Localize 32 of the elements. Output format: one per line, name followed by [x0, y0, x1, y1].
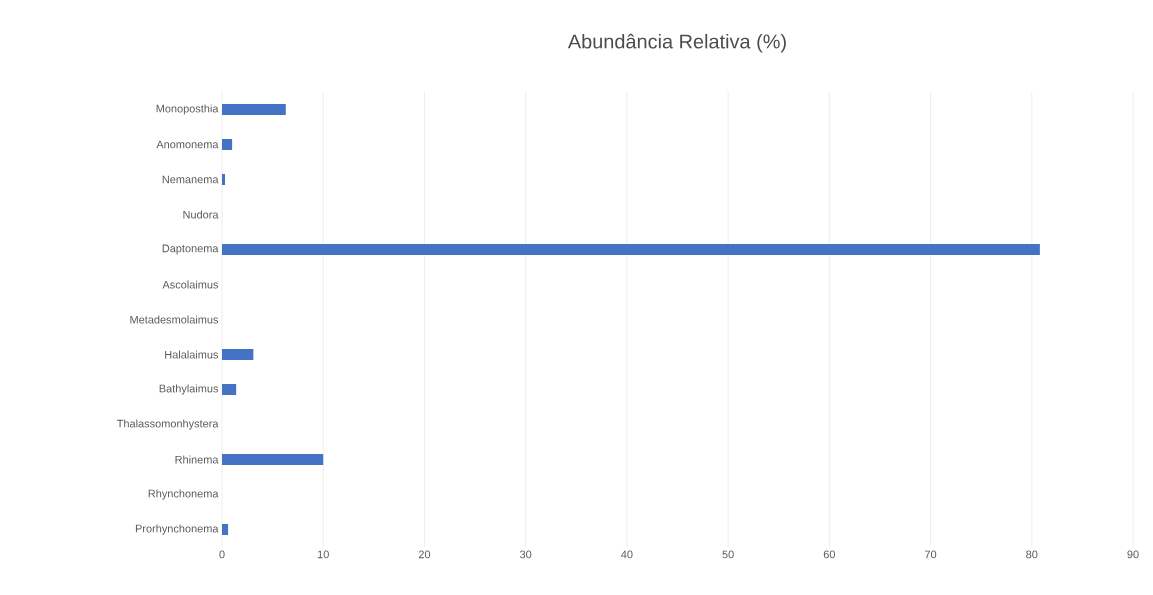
x-tick-label: 20	[418, 550, 431, 559]
chart-title: Abundância Relativa (%)	[567, 33, 786, 53]
x-tick-label: 60	[823, 550, 835, 559]
x-tick-label: 10	[317, 550, 329, 559]
y-tick-label: Prorhynchonema	[135, 524, 219, 535]
x-tick-label: 30	[519, 550, 532, 559]
bar	[222, 244, 1040, 255]
y-tick-label: Nudora	[183, 210, 219, 219]
y-tick-label: Metadesmolaimus	[130, 315, 219, 324]
x-tick-label: 0	[219, 550, 225, 559]
y-tick-label: Anomonema	[156, 140, 219, 149]
x-tick-label: 90	[1127, 550, 1139, 559]
bar	[222, 384, 237, 395]
bar	[222, 349, 254, 360]
bar	[222, 174, 226, 185]
x-tick-label: 50	[722, 550, 734, 559]
x-tick-label: 70	[925, 550, 937, 559]
y-tick-label: Halalaimus	[165, 350, 219, 359]
y-tick-label: Rhynchonema	[148, 489, 219, 500]
y-tick-label: Thalassomonhystera	[117, 419, 219, 430]
bar	[222, 454, 324, 465]
y-tick-label: Nemanema	[162, 175, 219, 184]
x-tick-label: 80	[1026, 550, 1038, 559]
y-tick-label: Bathylaimus	[159, 384, 219, 395]
y-tick-label: Ascolaimus	[162, 280, 219, 289]
y-tick-label: Daptonema	[162, 244, 219, 255]
bar	[222, 104, 286, 115]
bar	[222, 524, 229, 535]
x-tick-label: 40	[621, 550, 633, 559]
y-tick-label: Rhinema	[175, 455, 219, 464]
y-tick-label: Monoposthia	[156, 104, 219, 115]
bar	[222, 139, 233, 150]
